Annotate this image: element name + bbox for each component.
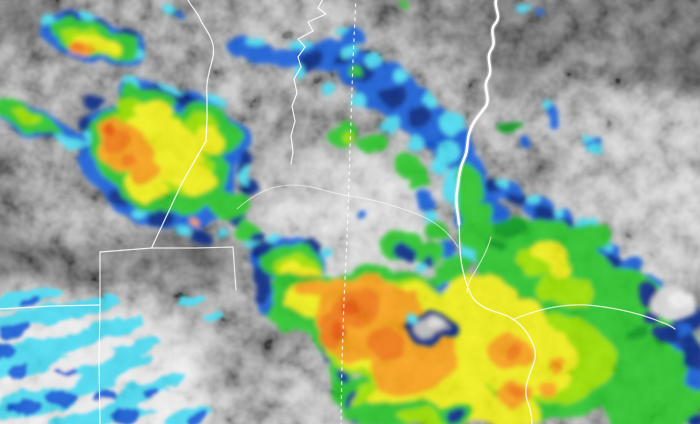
border-vertical [98, 251, 101, 424]
border-west-horizontal [0, 304, 101, 310]
border-horizontal-west [99, 247, 153, 253]
border-faint-central [236, 184, 459, 248]
border-dashed-meridian [340, 0, 357, 424]
river-paraguay-lower [458, 223, 537, 424]
border-northwest [151, 0, 215, 248]
river-zigzag-north [290, 0, 327, 165]
river-branch [466, 236, 492, 294]
border-horizontal-east [151, 246, 237, 291]
river-ne-branch [511, 304, 676, 330]
boundary-lines-layer [0, 0, 676, 424]
river-paraguay-upper [455, 0, 500, 226]
